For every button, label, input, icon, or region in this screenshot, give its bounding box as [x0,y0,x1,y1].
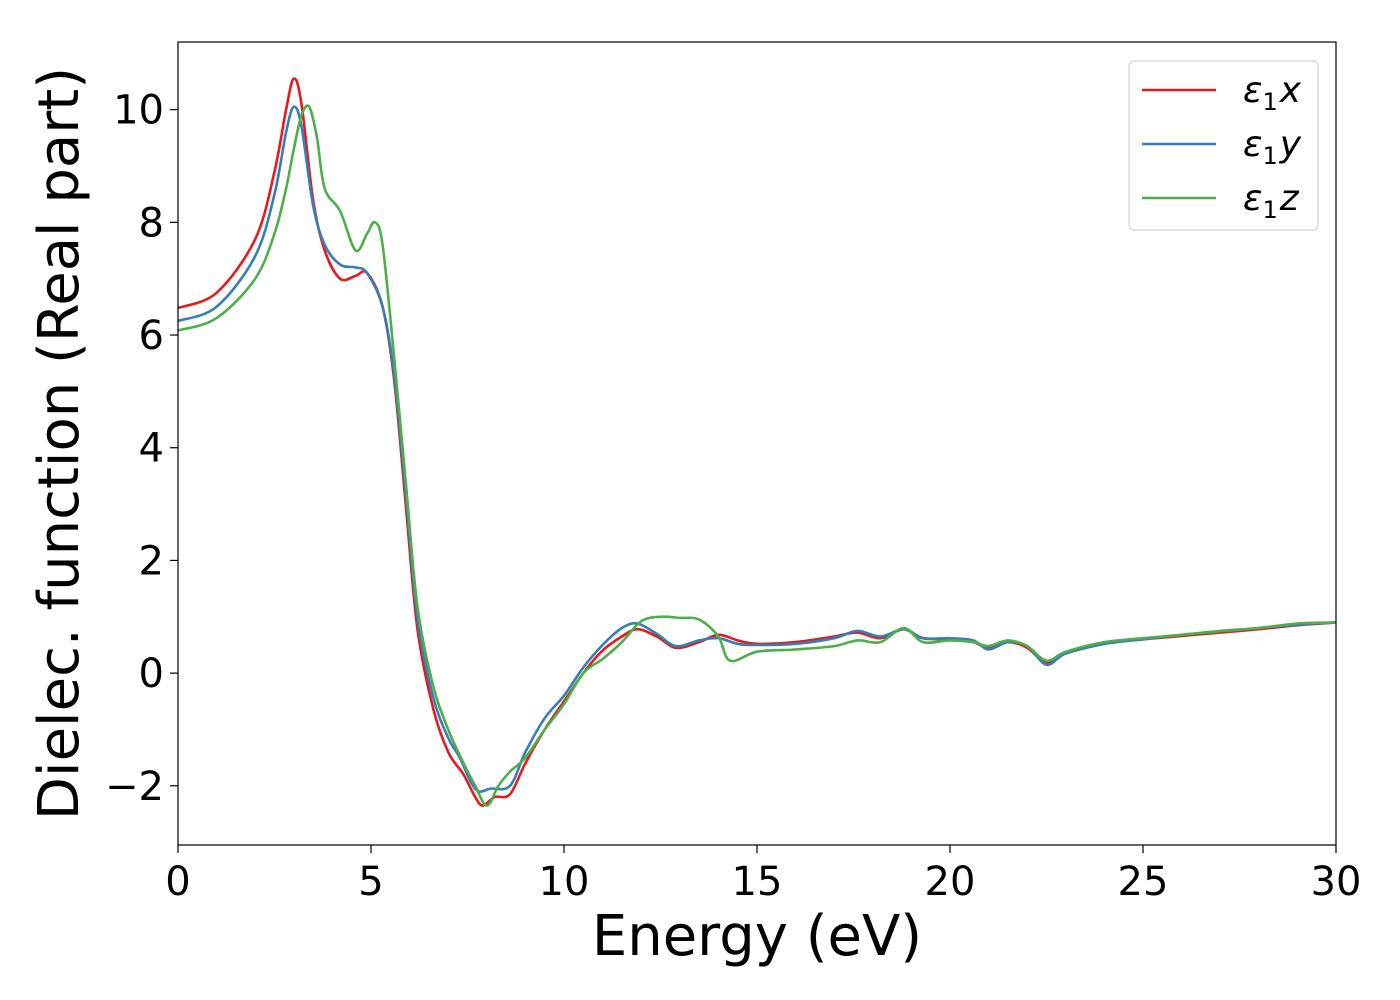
x-tick-label: 0 [165,859,190,905]
series-layer [178,77,1336,807]
y-tick-label: 8 [139,200,164,246]
legend-label: ε1z [1243,178,1300,224]
y-tick-label: 10 [113,88,164,134]
y-tick-label: 4 [139,426,164,472]
series-line-x [178,77,1336,807]
x-tick-label: 30 [1311,859,1362,905]
legend-frame [1128,60,1319,231]
legend-item-y: ε1y [1142,124,1302,170]
y-tick-label: 0 [139,651,164,697]
y-axis-title: Dielec. function (Real part) [27,67,92,820]
series-line-z [178,104,1336,807]
x-tick-label: 25 [1118,859,1169,905]
y-tick-label: 6 [139,313,164,359]
legend: ε1x ε1y ε1z [1128,60,1319,231]
legend-item-z: ε1z [1142,178,1300,224]
y-tick-label: −2 [105,764,164,810]
x-tick-label: 20 [925,859,976,905]
legend-label: ε1x [1243,70,1302,116]
x-tick-label: 15 [732,859,783,905]
x-axis-title: Energy (eV) [592,904,922,969]
ticks-layer: 0 5 10 15 20 25 30 −2 0 2 4 6 8 10 [105,88,1361,905]
x-tick-label: 10 [539,859,590,905]
legend-item-x: ε1x [1142,70,1302,116]
legend-label: ε1y [1243,124,1302,170]
y-tick-label: 2 [139,538,164,584]
x-tick-label: 5 [358,859,383,905]
